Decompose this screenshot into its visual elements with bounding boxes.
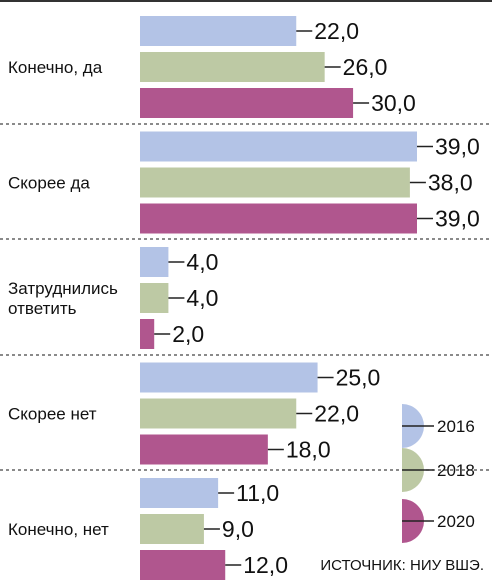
value-label: 11,0 [236,480,279,506]
bar-2018 [140,167,410,198]
bar-2018 [140,283,169,313]
value-label: 22,0 [314,18,359,44]
value-label: 30,0 [371,90,416,116]
value-label: 2,0 [172,321,204,347]
bar-2016 [140,131,417,162]
value-label: 9,0 [222,516,254,542]
category-label: Затруднились ответить [8,279,118,318]
category-label: Конечно, нет [8,520,109,539]
value-label: 4,0 [186,285,218,311]
category-label: Конечно, да [8,58,103,77]
bar-2020 [140,319,155,349]
bar-2018 [140,52,325,82]
bar-2018 [140,398,297,429]
value-label: 22,0 [314,401,359,427]
value-label: 38,0 [428,170,473,196]
value-label: 39,0 [435,134,480,160]
legend-label-2020: 2020 [437,512,475,531]
category-label: Скорее да [8,174,90,193]
bar-2016 [140,478,219,508]
value-label: 39,0 [435,206,480,232]
bar-2016 [140,16,297,46]
bar-2018 [140,514,204,544]
bar-2016 [140,247,169,277]
value-label: 18,0 [286,437,331,463]
legend-label-2016: 2016 [437,417,475,436]
source-note: ИСТОЧНИК: НИУ ВШЭ. [320,557,484,574]
bar-2020 [140,434,268,465]
value-label: 26,0 [343,54,388,80]
legend-label-2018: 2018 [437,461,475,480]
value-label: 25,0 [336,365,381,391]
value-label: 4,0 [186,249,218,275]
bar-2020 [140,88,354,118]
category-label: Скорее нет [8,405,97,424]
bar-2020 [140,550,226,580]
bar-2020 [140,203,417,234]
bar-2016 [140,362,318,393]
value-label: 12,0 [243,552,288,578]
